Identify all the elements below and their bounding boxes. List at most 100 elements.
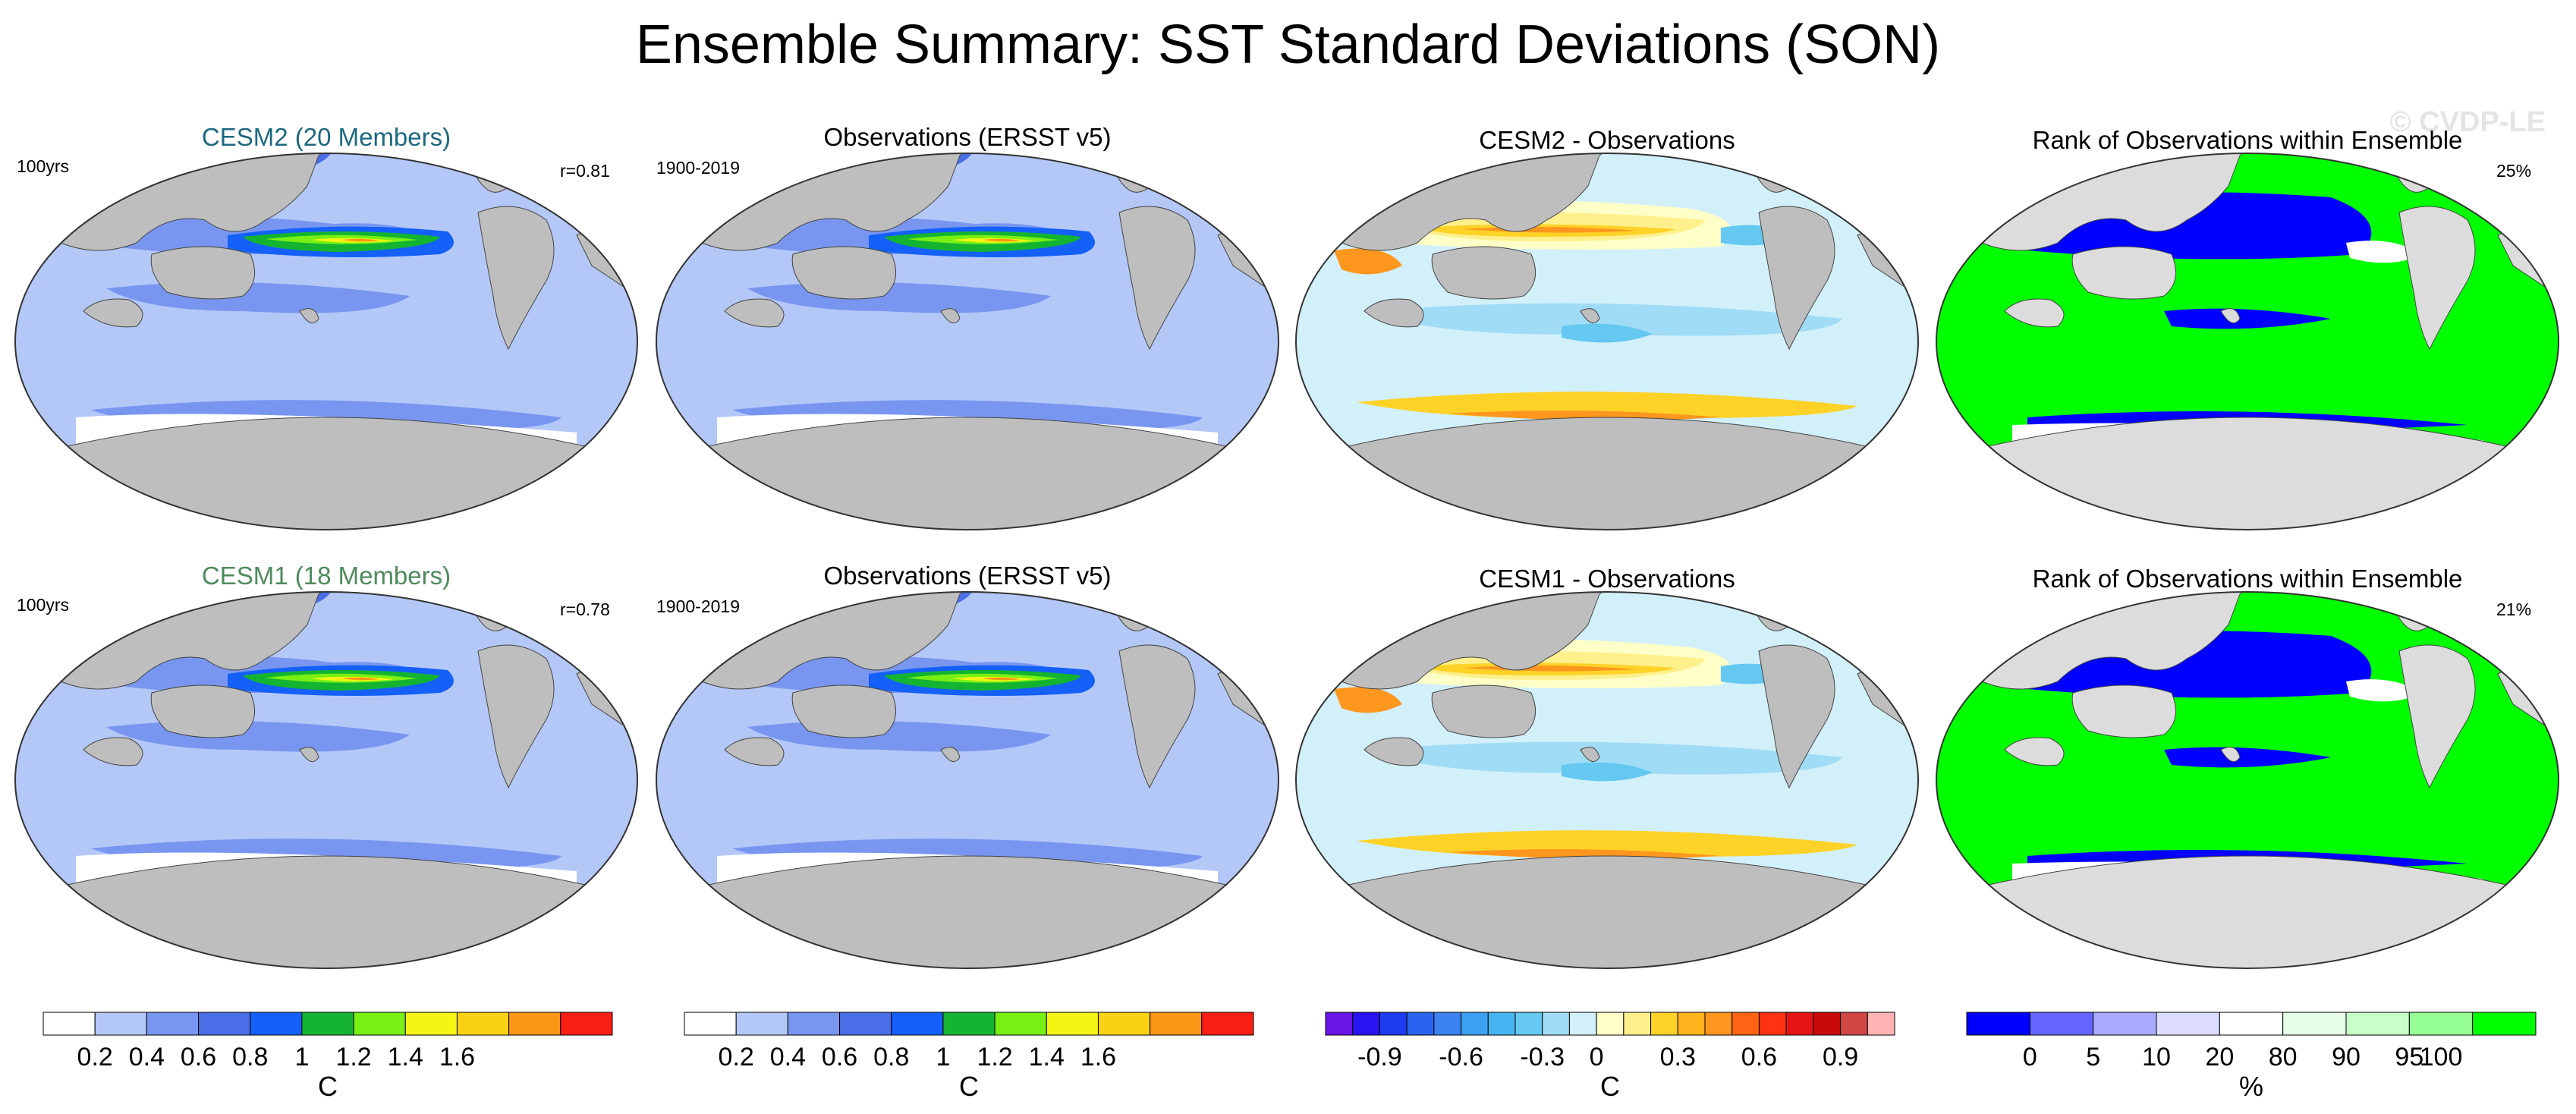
colorbar-1-tick-4: 1 — [936, 1043, 950, 1072]
colorbar-1-swatch-7 — [1046, 1012, 1099, 1036]
colorbar-0-unit: C — [318, 1071, 338, 1100]
colorbar-2-swatch-14 — [1704, 1012, 1733, 1036]
cesm1-sd-map — [14, 591, 638, 969]
obs-panel-title-row1: Observations (ERSST v5) — [823, 123, 1112, 151]
colorbar-1-swatch-4 — [891, 1012, 944, 1036]
colorbar-1-swatch-10 — [1201, 1012, 1254, 1036]
obs-period-label-row2: 1900-2019 — [656, 596, 740, 616]
colorbar-3-tick-7: 100 — [2420, 1043, 2463, 1072]
colorbar-2-swatch-2 — [1379, 1012, 1408, 1036]
obs-sd-map-row2 — [656, 591, 1279, 969]
colorbar-3-tick-0: 0 — [2023, 1043, 2037, 1072]
colorbar-0-swatch-1 — [94, 1012, 147, 1036]
diff-colorbar: -0.9 -0.6 -0.3 0 0.3 0.6 0.9 C — [1325, 1012, 1895, 1100]
rank-map-row2 — [1936, 591, 2559, 969]
cesm2-panel-title: CESM2 (20 Members) — [201, 123, 451, 151]
cesm1-period-label: 100yrs — [17, 595, 70, 615]
cesm1-diff-map — [1295, 591, 1919, 969]
rank-percent-row2: 21% — [2496, 599, 2532, 619]
colorbar-0-swatch-10 — [560, 1012, 613, 1036]
colorbar-3-swatch-7 — [2408, 1012, 2474, 1036]
colorbar-1-swatch-0 — [684, 1012, 737, 1036]
colorbar-0-swatch-5 — [301, 1012, 354, 1036]
colorbar-3-swatch-2 — [2093, 1012, 2157, 1036]
cesm1-panel-title: CESM1 (18 Members) — [201, 562, 451, 590]
colorbar-2-swatch-17 — [1785, 1012, 1814, 1036]
colorbar-3-swatch-1 — [2029, 1012, 2094, 1036]
cesm2-sd-map — [14, 153, 638, 530]
colorbar-3-swatch-8 — [2472, 1012, 2537, 1036]
rank-panel-title-row2: Rank of Observations within Ensemble — [2032, 565, 2463, 593]
obs-period-label-row1: 1900-2019 — [656, 158, 740, 178]
colorbar-2-swatch-0 — [1325, 1012, 1354, 1036]
colorbar-2-swatch-6 — [1487, 1012, 1516, 1036]
colorbar-1-unit: C — [959, 1071, 979, 1100]
colorbar-2-tick-5: 0.6 — [1741, 1043, 1777, 1072]
colorbar-3-tick-5: 90 — [2332, 1043, 2361, 1072]
sd-colorbar-2: 0.2 0.4 0.6 0.8 1 1.2 1.4 1.6 C — [684, 1012, 1254, 1100]
colorbar-3-swatch-5 — [2282, 1012, 2347, 1036]
watermark: © CVDP-LE — [2389, 106, 2546, 138]
colorbar-3-tick-4: 80 — [2269, 1043, 2298, 1072]
colorbar-0-swatch-7 — [404, 1012, 458, 1036]
cesm2-diff-map — [1295, 153, 1919, 530]
colorbar-3-swatch-0 — [1966, 1012, 2030, 1036]
colorbar-2-unit: C — [1600, 1071, 1620, 1100]
colorbar-3-tick-6: 95 — [2395, 1043, 2423, 1072]
colorbar-3-tick-2: 10 — [2142, 1043, 2171, 1072]
colorbar-2-swatch-12 — [1650, 1012, 1678, 1036]
colorbar-2-swatch-16 — [1758, 1012, 1787, 1036]
colorbar-0-tick-4: 1 — [294, 1043, 309, 1072]
colorbar-0-swatch-2 — [146, 1012, 200, 1036]
colorbar-2-swatch-8 — [1542, 1012, 1570, 1036]
figure-title: Ensemble Summary: SST Standard Deviation… — [635, 14, 1941, 75]
colorbar-3-tick-3: 20 — [2205, 1043, 2234, 1072]
colorbar-1-tick-0: 0.2 — [719, 1043, 754, 1072]
colorbar-2-swatch-18 — [1813, 1012, 1842, 1036]
colorbar-1-swatch-5 — [942, 1012, 995, 1036]
colorbar-2-swatch-15 — [1731, 1012, 1760, 1036]
colorbar-3-swatch-4 — [2219, 1012, 2284, 1036]
colorbar-0-swatch-4 — [250, 1012, 303, 1036]
colorbar-0-tick-5: 1.2 — [335, 1043, 371, 1072]
colorbar-1-swatch-9 — [1150, 1012, 1203, 1036]
obs-sd-map-row1 — [656, 153, 1279, 530]
colorbar-1-swatch-3 — [839, 1012, 892, 1036]
colorbar-2-swatch-3 — [1406, 1012, 1435, 1036]
rank-panel-title-row1: Rank of Observations within Ensemble — [2032, 126, 2463, 154]
colorbar-2-swatch-10 — [1596, 1012, 1625, 1036]
colorbar-1-swatch-8 — [1097, 1012, 1151, 1036]
colorbar-2-tick-3: 0 — [1590, 1043, 1604, 1072]
colorbar-0-tick-2: 0.6 — [181, 1043, 216, 1072]
colorbar-0-tick-1: 0.4 — [129, 1043, 165, 1072]
colorbar-2-swatch-5 — [1461, 1012, 1489, 1036]
colorbar-1-tick-6: 1.4 — [1029, 1043, 1065, 1072]
colorbar-2-tick-0: -0.9 — [1357, 1043, 1402, 1072]
colorbar-3-unit: % — [2239, 1071, 2263, 1100]
colorbar-1-swatch-6 — [994, 1012, 1047, 1036]
sd-colorbar-1: 0.2 0.4 0.6 0.8 1 1.2 1.4 1.6 C — [42, 1012, 613, 1100]
colorbar-2-swatch-20 — [1867, 1012, 1895, 1036]
cesm2-period-label: 100yrs — [17, 156, 70, 176]
colorbar-3-tick-1: 5 — [2086, 1043, 2100, 1072]
colorbar-2-swatch-19 — [1840, 1012, 1868, 1036]
obs-panel-title-row2: Observations (ERSST v5) — [823, 562, 1112, 590]
cesm2-pattern-correlation: r=0.81 — [560, 161, 610, 181]
colorbar-0-swatch-8 — [456, 1012, 510, 1036]
colorbar-0-tick-6: 1.4 — [388, 1043, 423, 1072]
colorbar-0-tick-0: 0.2 — [77, 1043, 113, 1072]
colorbar-1-tick-3: 0.8 — [873, 1043, 909, 1072]
colorbar-2-tick-4: 0.3 — [1660, 1043, 1696, 1072]
colorbar-1-swatch-1 — [735, 1012, 788, 1036]
colorbar-2-tick-2: -0.3 — [1520, 1043, 1565, 1072]
colorbar-2-tick-1: -0.6 — [1439, 1043, 1483, 1072]
colorbar-2-tick-6: 0.9 — [1823, 1043, 1858, 1072]
colorbar-0-swatch-9 — [508, 1012, 561, 1036]
colorbar-2-swatch-13 — [1677, 1012, 1706, 1036]
colorbar-0-swatch-0 — [42, 1012, 96, 1036]
cesm1-diff-panel-title: CESM1 - Observations — [1479, 565, 1735, 593]
colorbar-0-tick-3: 0.8 — [232, 1043, 268, 1072]
colorbar-1-swatch-2 — [787, 1012, 841, 1036]
colorbar-1-tick-7: 1.6 — [1080, 1043, 1116, 1072]
